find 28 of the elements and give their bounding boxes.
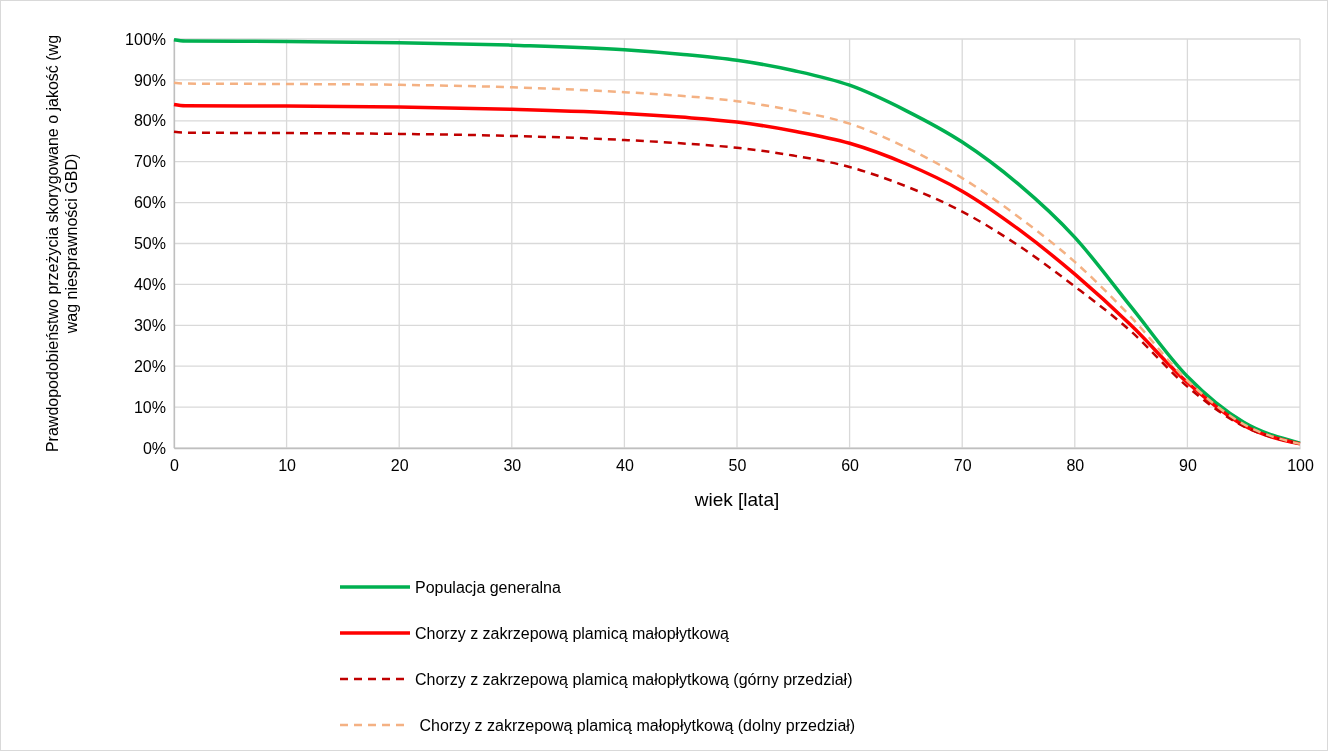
y-tick-label: 40% (133, 276, 166, 294)
x-tick-label: 80 (1066, 457, 1085, 475)
legend-label: Chorzy z zakrzepową plamicą małopłytkową (górny przedział) (415, 671, 853, 688)
x-tick-label: 0 (170, 457, 180, 475)
y-tick-label: 30% (133, 316, 166, 334)
y-tick-label: 60% (133, 194, 166, 212)
legend-label: Populacja generalna (415, 579, 561, 596)
y-tick-label: 20% (133, 357, 166, 375)
x-axis-title: wiek [lata] (693, 489, 780, 510)
y-tick-label: 0% (142, 439, 166, 457)
legend-label: Chorzy z zakrzepową plamicą małopłytkową (dolny przedział) (415, 717, 856, 734)
x-tick-label: 10 (278, 457, 297, 475)
y-tick-label: 80% (133, 112, 166, 130)
x-tick-label: 50 (728, 457, 747, 475)
y-tick-label: 90% (133, 71, 166, 89)
y-tick-label: 50% (133, 235, 166, 253)
y-tick-label: 100% (125, 30, 166, 48)
x-tick-label: 90 (1179, 457, 1197, 475)
y-tick-label: 70% (133, 153, 166, 171)
y-axis-title: Prawdopodobieństwo przeżycia skorygowane o jakość (wg wag niesprawności GBD) (43, 34, 80, 453)
x-tick-label: 40 (616, 457, 634, 475)
x-tick-label: 60 (841, 457, 860, 475)
y-tick-label: 10% (133, 398, 166, 416)
x-tick-label: 20 (390, 457, 409, 475)
legend-label: Chorzy z zakrzepową plamicą małopłytkową (415, 625, 729, 642)
x-tick-label: 30 (503, 457, 522, 475)
x-tick-label: 100 (1287, 457, 1314, 475)
x-tick-label: 70 (953, 457, 972, 475)
